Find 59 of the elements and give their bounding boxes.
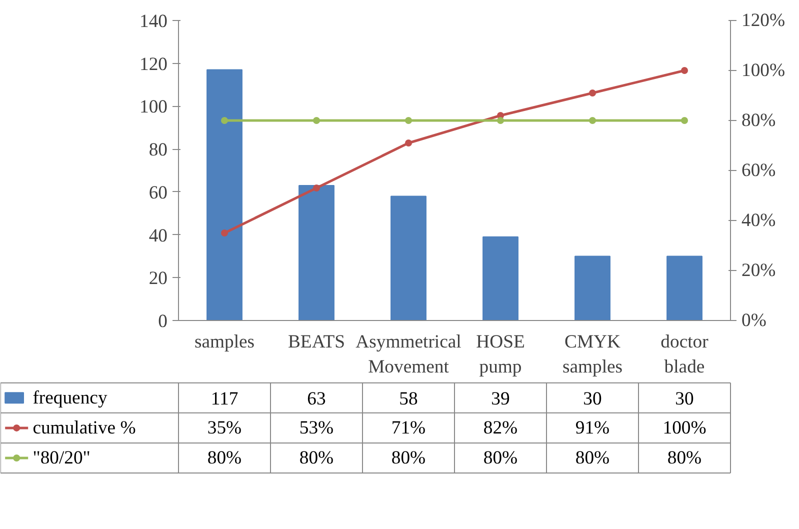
point [405, 117, 412, 124]
point [589, 117, 596, 124]
x-tick-label: BEATS [288, 332, 346, 352]
x-tick-label: samples [194, 332, 255, 352]
point [221, 117, 228, 124]
data-label: 80% [391, 447, 426, 468]
data-label: 80% [483, 447, 518, 468]
data-label: 100% [662, 417, 706, 438]
point [589, 90, 596, 96]
legend-label: frequency [32, 387, 108, 408]
y2-tick-label: 20% [742, 260, 776, 281]
point [497, 117, 504, 124]
y-tick-label: 20 [148, 268, 168, 290]
data-label: 39 [491, 388, 510, 410]
y-tick-label: 100 [140, 96, 168, 118]
y2-tick-label: 100% [742, 60, 786, 81]
point [681, 67, 688, 74]
data-label: 58 [399, 388, 418, 410]
data-label: 53% [299, 417, 334, 438]
point [313, 117, 320, 124]
bar [482, 236, 518, 320]
point [405, 140, 412, 146]
point [313, 184, 320, 192]
data-label: 82% [483, 417, 518, 438]
data-label: 35% [207, 417, 242, 438]
x-tick-label: HOSE pump [476, 332, 525, 378]
data-label: 80% [207, 447, 242, 468]
bar [666, 256, 702, 320]
data-label: 63 [307, 388, 326, 410]
y2-tick-label: 0% [742, 310, 766, 331]
point [221, 230, 228, 236]
y-tick-label: 140 [140, 11, 168, 32]
y-tick-label: 0 [158, 311, 168, 332]
data-label: 30 [583, 388, 602, 410]
bar [298, 185, 334, 320]
legend-label: cumulative % [32, 417, 136, 438]
data-label: 91% [575, 417, 610, 438]
data-label: 117 [210, 388, 238, 410]
y2-tick-label: 40% [742, 210, 776, 231]
bar [206, 69, 242, 320]
y-tick-label: 120 [140, 54, 168, 75]
data-label: 80% [575, 447, 610, 468]
data-label: 30 [675, 388, 694, 410]
y-tick-label: 60 [148, 182, 168, 204]
y2-tick-label: 120% [742, 10, 786, 31]
bar [574, 256, 610, 320]
y2-tick-label: 60% [742, 160, 776, 181]
bar [390, 196, 426, 320]
y-tick-label: 80 [148, 140, 168, 161]
x-tick-label: Asymmetrical Movement [356, 332, 462, 378]
data-label: 80% [299, 447, 334, 468]
y-tick-label: 40 [148, 225, 168, 246]
x-tick-label: CMYK samples [562, 332, 623, 378]
data-label: 80% [667, 447, 702, 468]
legend-label: "80/20" [32, 447, 90, 468]
data-label: 71% [391, 417, 426, 438]
x-tick-label: doctor blade [660, 332, 710, 378]
y2-tick-label: 80% [742, 110, 776, 131]
point [681, 117, 688, 124]
